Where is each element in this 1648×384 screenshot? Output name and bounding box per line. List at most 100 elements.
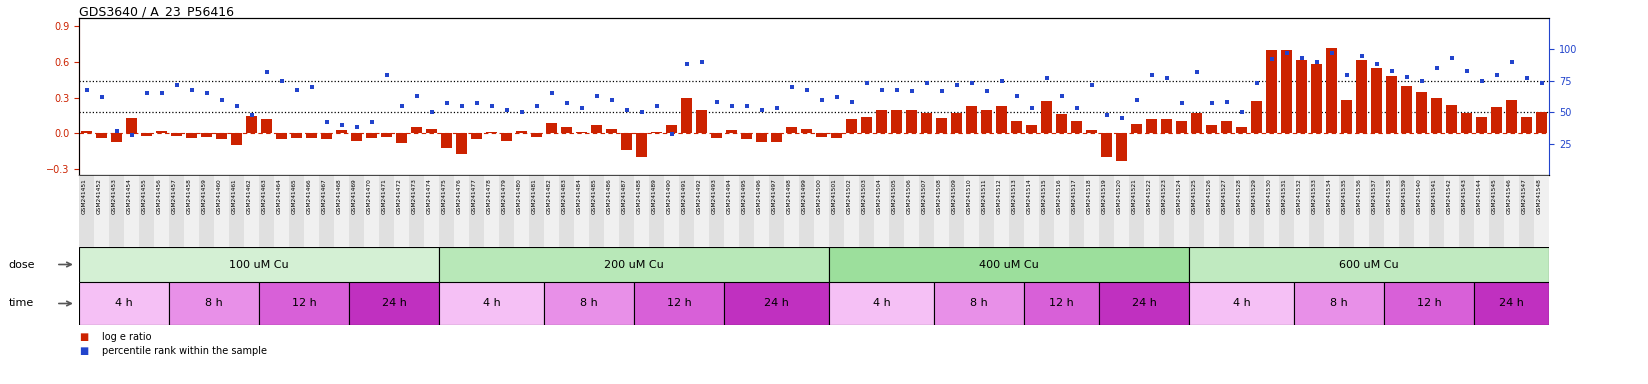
Text: GSM241491: GSM241491 bbox=[682, 179, 687, 214]
Text: GSM241501: GSM241501 bbox=[832, 179, 837, 214]
Bar bbox=[906, 109, 916, 133]
Bar bbox=[394, 175, 409, 247]
Text: GSM241469: GSM241469 bbox=[351, 179, 356, 214]
Point bbox=[1124, 96, 1150, 103]
Text: GSM241534: GSM241534 bbox=[1327, 179, 1332, 215]
Bar bbox=[216, 133, 227, 139]
Text: GSM241474: GSM241474 bbox=[427, 179, 432, 215]
Bar bbox=[666, 125, 677, 133]
Bar bbox=[1323, 175, 1340, 247]
Point bbox=[569, 105, 595, 111]
Point bbox=[1333, 71, 1360, 78]
Bar bbox=[934, 175, 949, 247]
Text: GSM241523: GSM241523 bbox=[1162, 179, 1167, 215]
Bar bbox=[873, 175, 890, 247]
Text: GSM241489: GSM241489 bbox=[651, 179, 656, 215]
Bar bbox=[1473, 175, 1490, 247]
Text: GSM241499: GSM241499 bbox=[801, 179, 806, 215]
Point bbox=[1363, 61, 1389, 68]
Bar bbox=[1429, 175, 1444, 247]
Point bbox=[1018, 105, 1045, 111]
Text: GSM241486: GSM241486 bbox=[606, 179, 611, 214]
Point bbox=[913, 80, 939, 86]
Bar bbox=[755, 175, 770, 247]
Bar bbox=[214, 175, 229, 247]
Bar bbox=[979, 175, 994, 247]
Point bbox=[793, 86, 819, 93]
Bar bbox=[127, 118, 137, 133]
Text: GSM241531: GSM241531 bbox=[1282, 179, 1287, 214]
Bar bbox=[1462, 113, 1472, 133]
Bar bbox=[456, 133, 466, 154]
Point bbox=[163, 81, 190, 88]
Text: ■: ■ bbox=[79, 346, 89, 356]
Bar bbox=[588, 175, 605, 247]
Bar bbox=[1070, 175, 1084, 247]
Point bbox=[719, 103, 745, 109]
Bar bbox=[1341, 100, 1351, 133]
Text: GSM241507: GSM241507 bbox=[921, 179, 926, 215]
Text: GSM241455: GSM241455 bbox=[142, 179, 147, 215]
Text: GSM241487: GSM241487 bbox=[621, 179, 626, 215]
Bar bbox=[547, 122, 557, 133]
Text: GSM241475: GSM241475 bbox=[442, 179, 447, 215]
Bar bbox=[501, 133, 513, 141]
Bar bbox=[79, 175, 94, 247]
Text: GSM241470: GSM241470 bbox=[366, 179, 371, 215]
Bar bbox=[1399, 175, 1414, 247]
Text: GSM241466: GSM241466 bbox=[307, 179, 311, 214]
Text: GSM241480: GSM241480 bbox=[516, 179, 522, 215]
Bar bbox=[1190, 175, 1205, 247]
Point bbox=[254, 69, 280, 75]
Bar bbox=[859, 175, 873, 247]
Text: GSM241542: GSM241542 bbox=[1447, 179, 1452, 215]
Text: GSM241539: GSM241539 bbox=[1401, 179, 1407, 215]
Bar bbox=[694, 175, 709, 247]
Text: GSM241509: GSM241509 bbox=[951, 179, 956, 215]
Point bbox=[1004, 93, 1030, 99]
Text: GSM241537: GSM241537 bbox=[1371, 179, 1376, 215]
Text: GSM241471: GSM241471 bbox=[382, 179, 387, 214]
Bar bbox=[1116, 133, 1127, 161]
Text: GSM241547: GSM241547 bbox=[1521, 179, 1526, 215]
Bar bbox=[397, 133, 407, 143]
Bar bbox=[1294, 282, 1384, 325]
Text: GSM241463: GSM241463 bbox=[262, 179, 267, 214]
Point bbox=[1468, 78, 1495, 84]
Bar bbox=[1114, 175, 1129, 247]
Bar bbox=[1490, 175, 1505, 247]
Bar bbox=[514, 175, 529, 247]
Text: GSM241484: GSM241484 bbox=[577, 179, 582, 215]
Bar bbox=[829, 175, 844, 247]
Bar bbox=[1177, 121, 1187, 133]
Point bbox=[1063, 105, 1089, 111]
Text: GSM241536: GSM241536 bbox=[1356, 179, 1361, 214]
Point bbox=[839, 99, 865, 105]
Point bbox=[613, 107, 639, 113]
Bar bbox=[292, 133, 302, 138]
Bar bbox=[1132, 124, 1142, 133]
Bar bbox=[1432, 98, 1442, 133]
Bar bbox=[1506, 100, 1516, 133]
Bar bbox=[592, 125, 602, 133]
Bar bbox=[1190, 247, 1549, 282]
Bar bbox=[427, 129, 437, 133]
Point bbox=[628, 109, 654, 115]
Text: GSM241498: GSM241498 bbox=[786, 179, 791, 215]
Text: 4 h: 4 h bbox=[1233, 298, 1251, 308]
Point bbox=[824, 94, 850, 100]
Bar bbox=[320, 175, 335, 247]
Point bbox=[1259, 56, 1285, 63]
Bar bbox=[486, 132, 496, 133]
Text: GSM241546: GSM241546 bbox=[1506, 179, 1511, 214]
Point bbox=[509, 109, 536, 115]
Bar bbox=[921, 113, 931, 133]
Bar bbox=[936, 118, 948, 133]
Text: GSM241504: GSM241504 bbox=[877, 179, 882, 215]
Point bbox=[943, 81, 969, 88]
Bar bbox=[1491, 107, 1501, 133]
Point bbox=[1154, 75, 1180, 81]
Bar bbox=[79, 282, 170, 325]
Point bbox=[1483, 71, 1510, 78]
Bar bbox=[1192, 113, 1201, 133]
